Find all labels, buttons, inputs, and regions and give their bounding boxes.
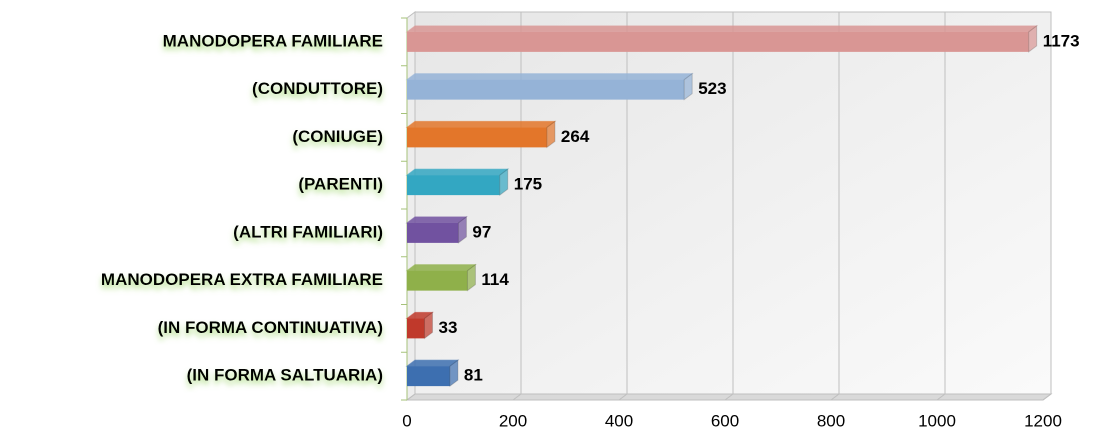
bar	[407, 79, 685, 100]
x-tick-label: 400	[605, 411, 633, 430]
bar	[407, 270, 468, 291]
plot-side-wall	[406, 11, 416, 401]
grid-line	[724, 12, 734, 401]
bar-top	[405, 264, 477, 272]
bar	[407, 318, 425, 339]
bar-side	[1028, 24, 1038, 53]
bar-top	[405, 359, 460, 367]
value-label: 97	[472, 222, 491, 241]
bar	[407, 366, 450, 387]
bar-top	[405, 25, 1039, 33]
value-label: 33	[438, 318, 457, 337]
bar	[407, 31, 1029, 52]
category-label: (IN FORMA SALTUARIA)	[187, 366, 383, 385]
category-label: (CONDUTTORE)	[252, 79, 383, 98]
value-label: 264	[561, 127, 590, 146]
x-tick-label: 200	[499, 411, 527, 430]
category-label: (IN FORMA CONTINUATIVA)	[158, 318, 383, 337]
bar	[407, 175, 500, 196]
bar	[407, 127, 547, 148]
value-label: 114	[481, 270, 509, 289]
bar-side	[499, 168, 509, 197]
category-label: (CONIUGE)	[292, 127, 383, 146]
x-tick-label: 0	[402, 411, 411, 430]
bar-side	[423, 311, 433, 340]
value-label: 1173	[1043, 31, 1080, 50]
category-label: MANODOPERA EXTRA FAMILIARE	[101, 270, 383, 289]
grid-line	[618, 12, 628, 401]
category-label: (ALTRI FAMILIARI)	[233, 222, 383, 241]
x-tick-label: 800	[817, 411, 845, 430]
bar-side	[457, 215, 467, 244]
grid-line	[1042, 12, 1052, 401]
bar	[407, 222, 459, 243]
category-label: (PARENTI)	[298, 175, 383, 194]
bar-side	[546, 120, 556, 149]
value-label: 81	[464, 366, 483, 385]
value-label: 523	[698, 79, 726, 98]
grid-line	[830, 12, 840, 401]
bar-side	[449, 359, 459, 388]
x-tick-label: 600	[711, 411, 739, 430]
bar-top	[405, 216, 468, 224]
category-label: MANODOPERA FAMILIARE	[163, 31, 383, 50]
x-tick-label: 1000	[918, 411, 956, 430]
bar-top	[405, 120, 557, 128]
bar-top	[405, 73, 694, 81]
x-tick-label: 1200	[1024, 411, 1062, 430]
value-label: 175	[514, 175, 542, 194]
bar-side	[466, 263, 476, 292]
bar-top	[405, 168, 510, 176]
bar-side	[683, 72, 693, 101]
grid-line	[936, 12, 946, 401]
